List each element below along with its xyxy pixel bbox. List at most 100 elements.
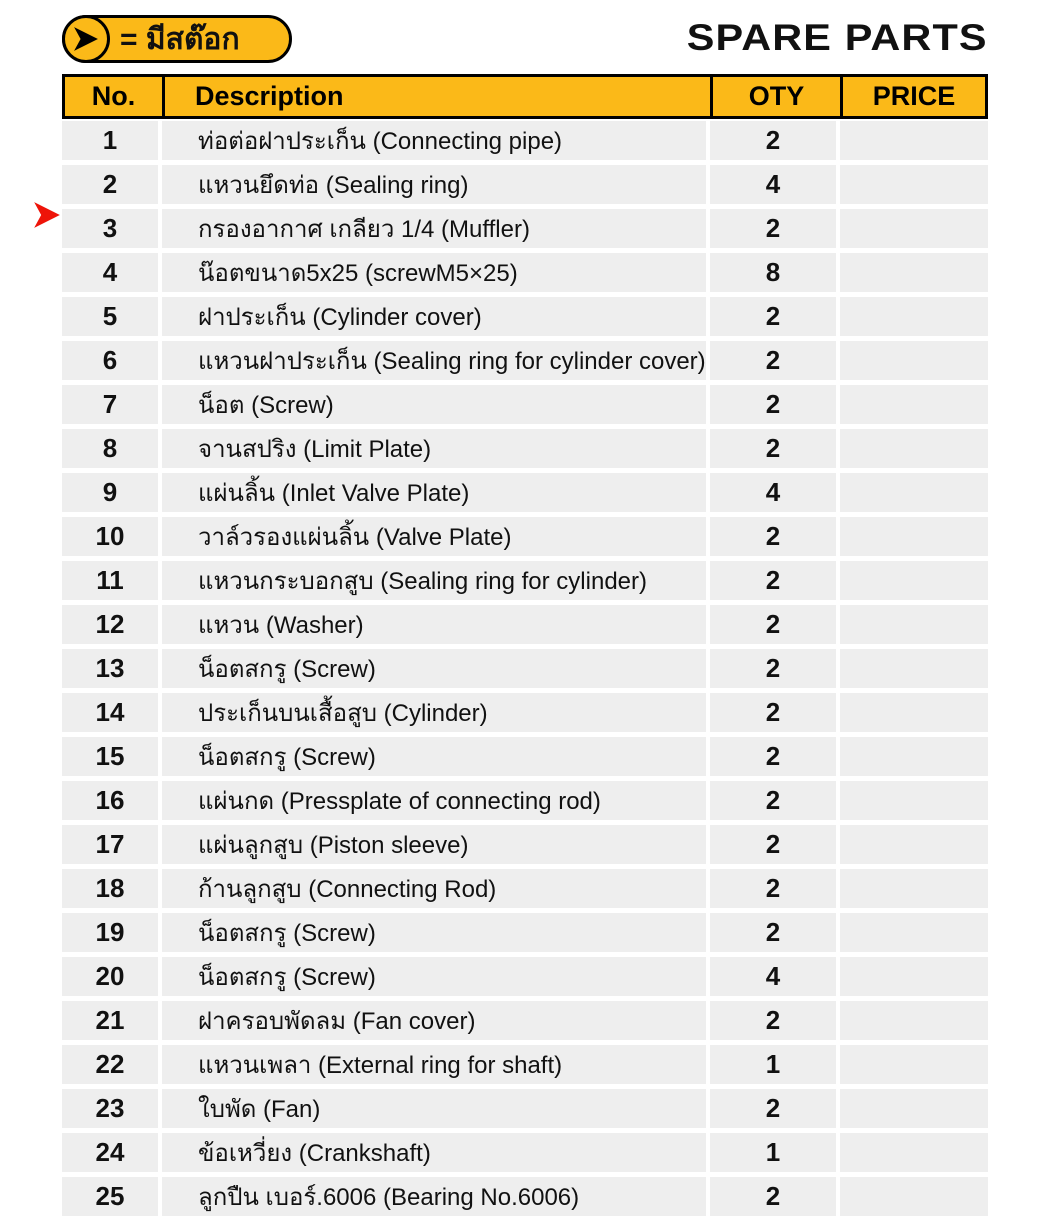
row-number: 4 [62,253,162,297]
row-price [840,1133,988,1177]
row-qty: 2 [710,1089,840,1133]
row-price [840,517,988,561]
row-description: จานสปริง (Limit Plate) [162,429,710,473]
row-description: น็อตสกรู (Screw) [162,649,710,693]
table-row: 17 แผ่นลูกสูบ (Piston sleeve) 2 [62,825,988,869]
row-description: แหวนยึดท่อ (Sealing ring) [162,165,710,209]
row-description: ก้านลูกสูบ (Connecting Rod) [162,869,710,913]
arrow-right-icon [74,27,98,51]
row-qty: 2 [710,561,840,605]
row-description: ประเก็นบนเสื้อสูบ (Cylinder) [162,693,710,737]
table-row: 2 แหวนยึดท่อ (Sealing ring) 4 [62,165,988,209]
row-description: แหวน (Washer) [162,605,710,649]
row-number: 13 [62,649,162,693]
table-row: 7 น็อต (Screw) 2 [62,385,988,429]
legend-label: = มีสต๊อก [120,22,240,56]
row-price [840,297,988,341]
row-qty: 2 [710,209,840,253]
table-row: 21 ฝาครอบพัดลม (Fan cover) 2 [62,1001,988,1045]
row-qty: 2 [710,869,840,913]
row-qty: 2 [710,517,840,561]
row-number: 1 [62,119,162,165]
row-description: แผ่นลิ้น (Inlet Valve Plate) [162,473,710,517]
row-price [840,341,988,385]
header-description: Description [162,74,710,119]
table-row: 10 วาล์วรองแผ่นลิ้น (Valve Plate) 2 [62,517,988,561]
row-price [840,605,988,649]
row-description: น็อตสกรู (Screw) [162,957,710,1001]
row-qty: 4 [710,165,840,209]
table-row: 16 แผ่นกด (Pressplate of connecting rod)… [62,781,988,825]
row-description: แหวนเพลา (External ring for shaft) [162,1045,710,1089]
row-description: น๊อตขนาด5x25 (screwM5×25) [162,253,710,297]
row-number: 23 [62,1089,162,1133]
row-price [840,869,988,913]
table-row: 14 ประเก็นบนเสื้อสูบ (Cylinder) 2 [62,693,988,737]
parts-table-wrap: No. Description OTY PRICE 1 ท่อต่อฝาประเ… [62,74,988,1218]
table-row: 22 แหวนเพลา (External ring for shaft) 1 [62,1045,988,1089]
row-description: แผ่นลูกสูบ (Piston sleeve) [162,825,710,869]
row-number: 7 [62,385,162,429]
table-row: 20 น็อตสกรู (Screw) 4 [62,957,988,1001]
row-price [840,429,988,473]
table-row: 9 แผ่นลิ้น (Inlet Valve Plate) 4 [62,473,988,517]
row-qty: 2 [710,341,840,385]
legend-circle [62,15,110,63]
row-number: 10 [62,517,162,561]
table-row: 25 ลูกปืน เบอร์.6006 (Bearing No.6006) 2 [62,1177,988,1218]
row-price [840,913,988,957]
row-qty: 2 [710,1177,840,1218]
row-qty: 2 [710,781,840,825]
row-price [840,119,988,165]
row-number: 21 [62,1001,162,1045]
row-number: 22 [62,1045,162,1089]
table-row: 19 น็อตสกรู (Screw) 2 [62,913,988,957]
header-price: PRICE [840,74,988,119]
row-number: 11 [62,561,162,605]
row-number: 19 [62,913,162,957]
in-stock-legend-badge: = มีสต๊อก [62,15,292,63]
table-row: 24 ข้อเหวี่ยง (Crankshaft) 1 [62,1133,988,1177]
row-price [840,781,988,825]
header-no: No. [62,74,162,119]
row-description: วาล์วรองแผ่นลิ้น (Valve Plate) [162,517,710,561]
header-qty: OTY [710,74,840,119]
row-description: ใบพัด (Fan) [162,1089,710,1133]
row-description: ท่อต่อฝาประเก็น (Connecting pipe) [162,119,710,165]
row-price [840,473,988,517]
row-description: ลูกปืน เบอร์.6006 (Bearing No.6006) [162,1177,710,1218]
row-qty: 2 [710,297,840,341]
row-number: 20 [62,957,162,1001]
table-header-row: No. Description OTY PRICE [62,74,988,119]
row-description: แผ่นกด (Pressplate of connecting rod) [162,781,710,825]
row-qty: 8 [710,253,840,297]
row-description: ฝาประเก็น (Cylinder cover) [162,297,710,341]
table-row: 12 แหวน (Washer) 2 [62,605,988,649]
row-price [840,737,988,781]
table-row: 13 น็อตสกรู (Screw) 2 [62,649,988,693]
table-row: 15 น็อตสกรู (Screw) 2 [62,737,988,781]
row-number: 5 [62,297,162,341]
page-title: SPARE PARTS [687,17,988,58]
row-qty: 2 [710,119,840,165]
table-row: 3 กรองอากาศ เกลียว 1/4 (Muffler) 2 [62,209,988,253]
row-number: 24 [62,1133,162,1177]
row-number: 9 [62,473,162,517]
row-description: แหวนกระบอกสูบ (Sealing ring for cylinder… [162,561,710,605]
row-description: กรองอากาศ เกลียว 1/4 (Muffler) [162,209,710,253]
row-price [840,385,988,429]
row-number: 25 [62,1177,162,1218]
row-price [840,825,988,869]
row-qty: 2 [710,693,840,737]
row-qty: 4 [710,957,840,1001]
row-price [840,1177,988,1218]
row-number: 2 [62,165,162,209]
row-description: น็อต (Screw) [162,385,710,429]
row-qty: 2 [710,913,840,957]
table-row: 18 ก้านลูกสูบ (Connecting Rod) 2 [62,869,988,913]
table-row: 8 จานสปริง (Limit Plate) 2 [62,429,988,473]
row-number: 3 [62,209,162,253]
table-row: 6 แหวนฝาประเก็น (Sealing ring for cylind… [62,341,988,385]
row-qty: 2 [710,649,840,693]
